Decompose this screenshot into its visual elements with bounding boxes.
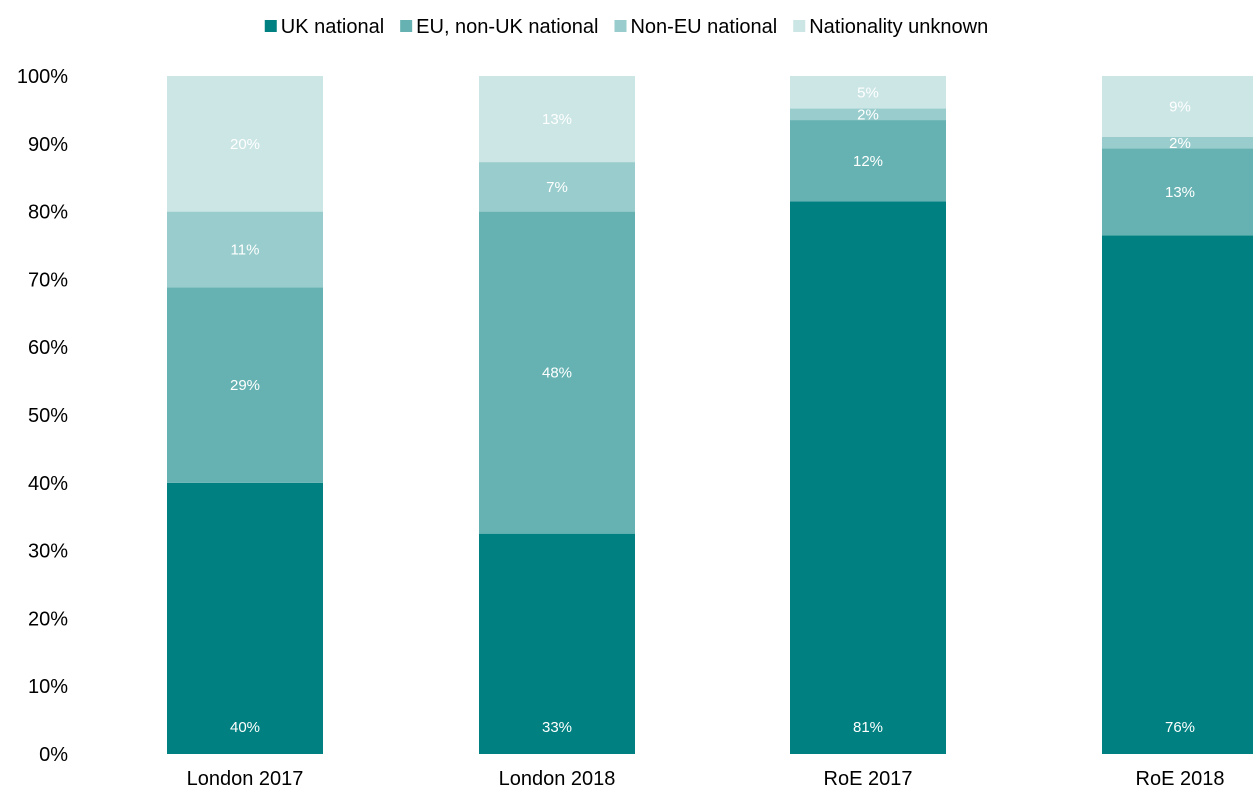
data-label: 48% <box>542 365 572 382</box>
bar-segment-nationality-unknown <box>790 76 946 109</box>
bar-segment-non-eu-national <box>1102 137 1253 149</box>
y-tick-label: 40% <box>28 473 68 495</box>
data-label: 81% <box>853 719 883 736</box>
data-label: 20% <box>230 136 260 153</box>
bar-segment-eu-non-uk-national <box>167 287 323 483</box>
bars: 40% 29% 11% 20% 33% 48% 7% 13% 81% 12% 2% 5% 76% 13% 2… <box>167 76 1253 754</box>
y-tick-label: 70% <box>28 269 68 291</box>
legend-label: EU, non-UK national <box>416 16 598 38</box>
data-label: 9% <box>1169 99 1191 116</box>
x-tick-label: London 2018 <box>499 768 616 790</box>
y-tick-label: 10% <box>28 676 68 698</box>
y-axis: 0% 10% 20% 30% 40% 50% 60% 70% 80% 90% 100% <box>17 66 68 766</box>
legend-swatch-uk-national <box>264 20 277 32</box>
data-label: 5% <box>857 84 879 101</box>
bar-segment-nationality-unknown <box>167 76 323 212</box>
bar-segment-eu-non-uk-national <box>479 211 635 534</box>
bar-segment-eu-non-uk-national <box>1102 148 1253 236</box>
legend: UK national EU, non-UK national Non-EU nat… <box>264 16 988 38</box>
bar-stack-roe-2018: 76% 13% 2% 9% <box>1102 76 1253 754</box>
legend-label: Non-EU national <box>630 16 777 38</box>
x-tick-label: RoE 2018 <box>1136 768 1225 790</box>
y-tick-label: 100% <box>17 66 68 88</box>
bar-segment-uk-national <box>167 482 323 754</box>
bar-stack-london-2017: 40% 29% 11% 20% <box>167 76 323 754</box>
data-label: 76% <box>1165 719 1195 736</box>
bar-stack-london-2018: 33% 48% 7% 13% <box>479 76 635 754</box>
data-label: 12% <box>853 153 883 170</box>
bar-segment-nationality-unknown <box>479 76 635 163</box>
data-label: 7% <box>546 179 568 196</box>
data-label: 29% <box>230 377 260 394</box>
y-tick-label: 50% <box>28 405 68 427</box>
bar-segment-non-eu-national <box>479 162 635 212</box>
bar-segment-uk-national <box>790 201 946 754</box>
data-label: 2% <box>857 106 879 123</box>
y-tick-label: 60% <box>28 337 68 359</box>
y-tick-label: 0% <box>39 744 68 766</box>
legend-swatch-eu-non-uk-national <box>400 20 413 32</box>
data-label: 40% <box>230 719 260 736</box>
legend-swatch-non-eu-national <box>614 20 627 32</box>
data-label: 13% <box>542 111 572 128</box>
data-label: 11% <box>231 242 260 259</box>
data-label: 33% <box>542 719 572 736</box>
bar-segment-nationality-unknown <box>1102 76 1253 138</box>
bar-segment-non-eu-national <box>167 211 323 288</box>
bar-segment-non-eu-national <box>790 108 946 121</box>
legend-label: Nationality unknown <box>809 16 988 38</box>
bar-stack-roe-2017: 81% 12% 2% 5% <box>790 76 946 754</box>
data-label: 2% <box>1169 135 1191 152</box>
bar-segment-eu-non-uk-national <box>790 120 946 202</box>
y-tick-label: 30% <box>28 541 68 563</box>
x-axis: London 2017 London 2018 RoE 2017 RoE 2018 <box>187 768 1225 790</box>
y-tick-label: 20% <box>28 608 68 630</box>
legend-swatch-nationality-unknown <box>793 20 806 32</box>
y-tick-label: 90% <box>28 134 68 156</box>
x-tick-label: London 2017 <box>187 768 304 790</box>
data-label: 13% <box>1165 184 1195 201</box>
legend-label: UK national <box>281 16 384 38</box>
bar-segment-uk-national <box>1102 235 1253 754</box>
bar-segment-uk-national <box>479 533 635 754</box>
x-tick-label: RoE 2017 <box>824 768 913 790</box>
y-tick-label: 80% <box>28 202 68 224</box>
